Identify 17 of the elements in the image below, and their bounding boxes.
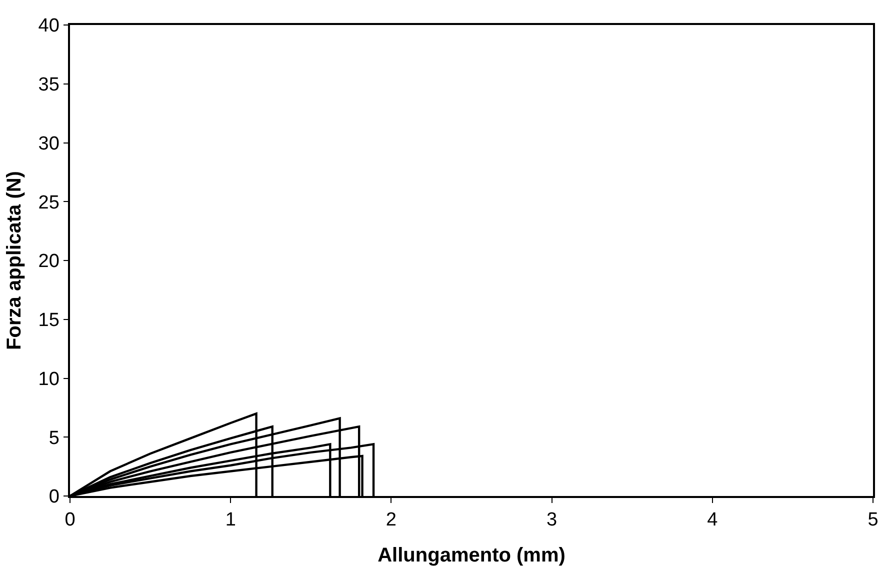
y-tick-label: 20 [38,251,60,272]
y-tick-label: 5 [48,428,60,449]
x-axis-title: Allungamento (mm) [378,544,566,567]
y-tick-label: 35 [38,74,60,96]
x-tick-label: 1 [225,510,236,531]
y-tick-label: 15 [38,310,60,332]
y-tick-label: 25 [38,192,60,214]
y-axis-title: Forza applicata (N) [3,171,26,350]
y-tick-label: 0 [48,486,60,508]
x-tick-label: 5 [868,510,878,531]
x-tick-label: 3 [546,510,558,531]
y-tick-label: 10 [38,368,60,390]
x-tick-label: 0 [64,510,76,531]
y-tick-label: 30 [38,133,60,154]
x-tick-label: 2 [386,510,396,531]
y-tick-label: 40 [38,16,60,37]
x-tick-label: 4 [707,510,718,531]
